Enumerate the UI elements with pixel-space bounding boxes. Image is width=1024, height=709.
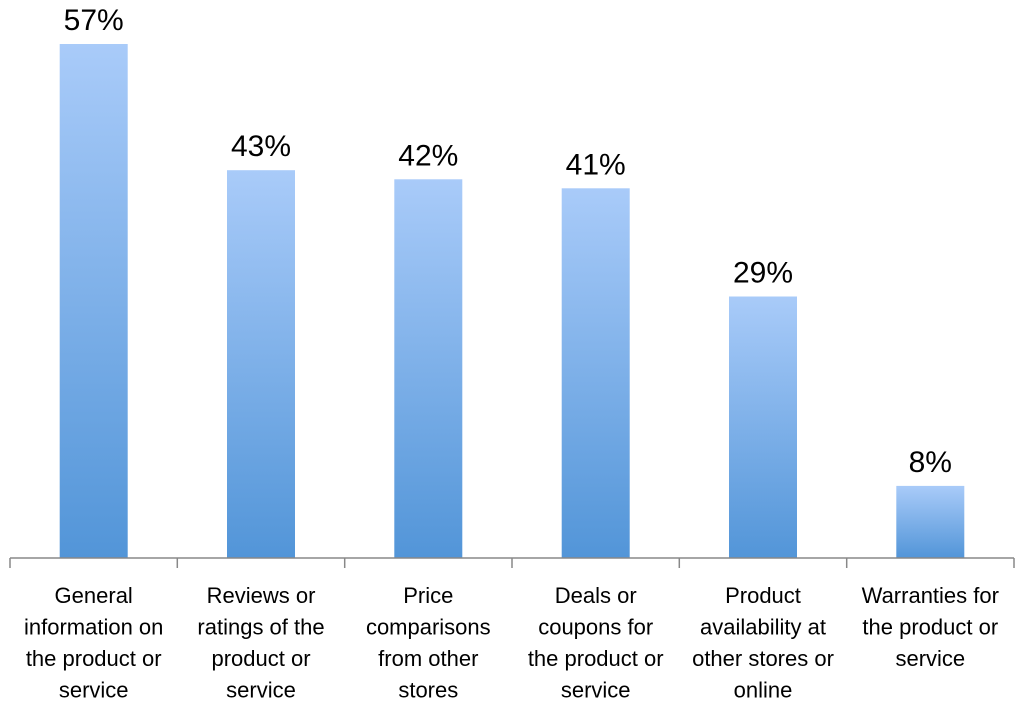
bar-1 (59, 44, 128, 558)
bar-5 (729, 296, 797, 558)
category-label-5: Product availability at other stores or onl… (692, 583, 834, 703)
bar-2 (227, 170, 295, 558)
data-label-5: 29% (733, 257, 793, 290)
bars-layer (59, 44, 965, 559)
bar-4 (561, 188, 630, 559)
data-label-2: 43% (231, 130, 291, 163)
category-label-4: Deals or coupons for the product or service (528, 583, 664, 703)
category-label-1: General information on the product or servi… (24, 583, 163, 703)
category-label-6: Warranties for the product or service (862, 583, 999, 671)
data-label-4: 41% (566, 148, 626, 181)
data-label-1: 57% (64, 4, 124, 37)
data-label-3: 42% (398, 139, 458, 172)
category-labels-layer: General information on the product or servi… (24, 583, 999, 703)
bar-6 (896, 485, 965, 558)
data-label-6: 8% (909, 446, 952, 479)
data-labels-layer: 57% 43% 42% 41% 29% 8% (64, 4, 952, 479)
category-label-2: Reviews or ratings of the product or servic… (197, 583, 324, 703)
category-label-3: Price comparisons from other stores (366, 583, 491, 703)
bar-3 (394, 179, 463, 559)
x-axis (9, 557, 1015, 568)
